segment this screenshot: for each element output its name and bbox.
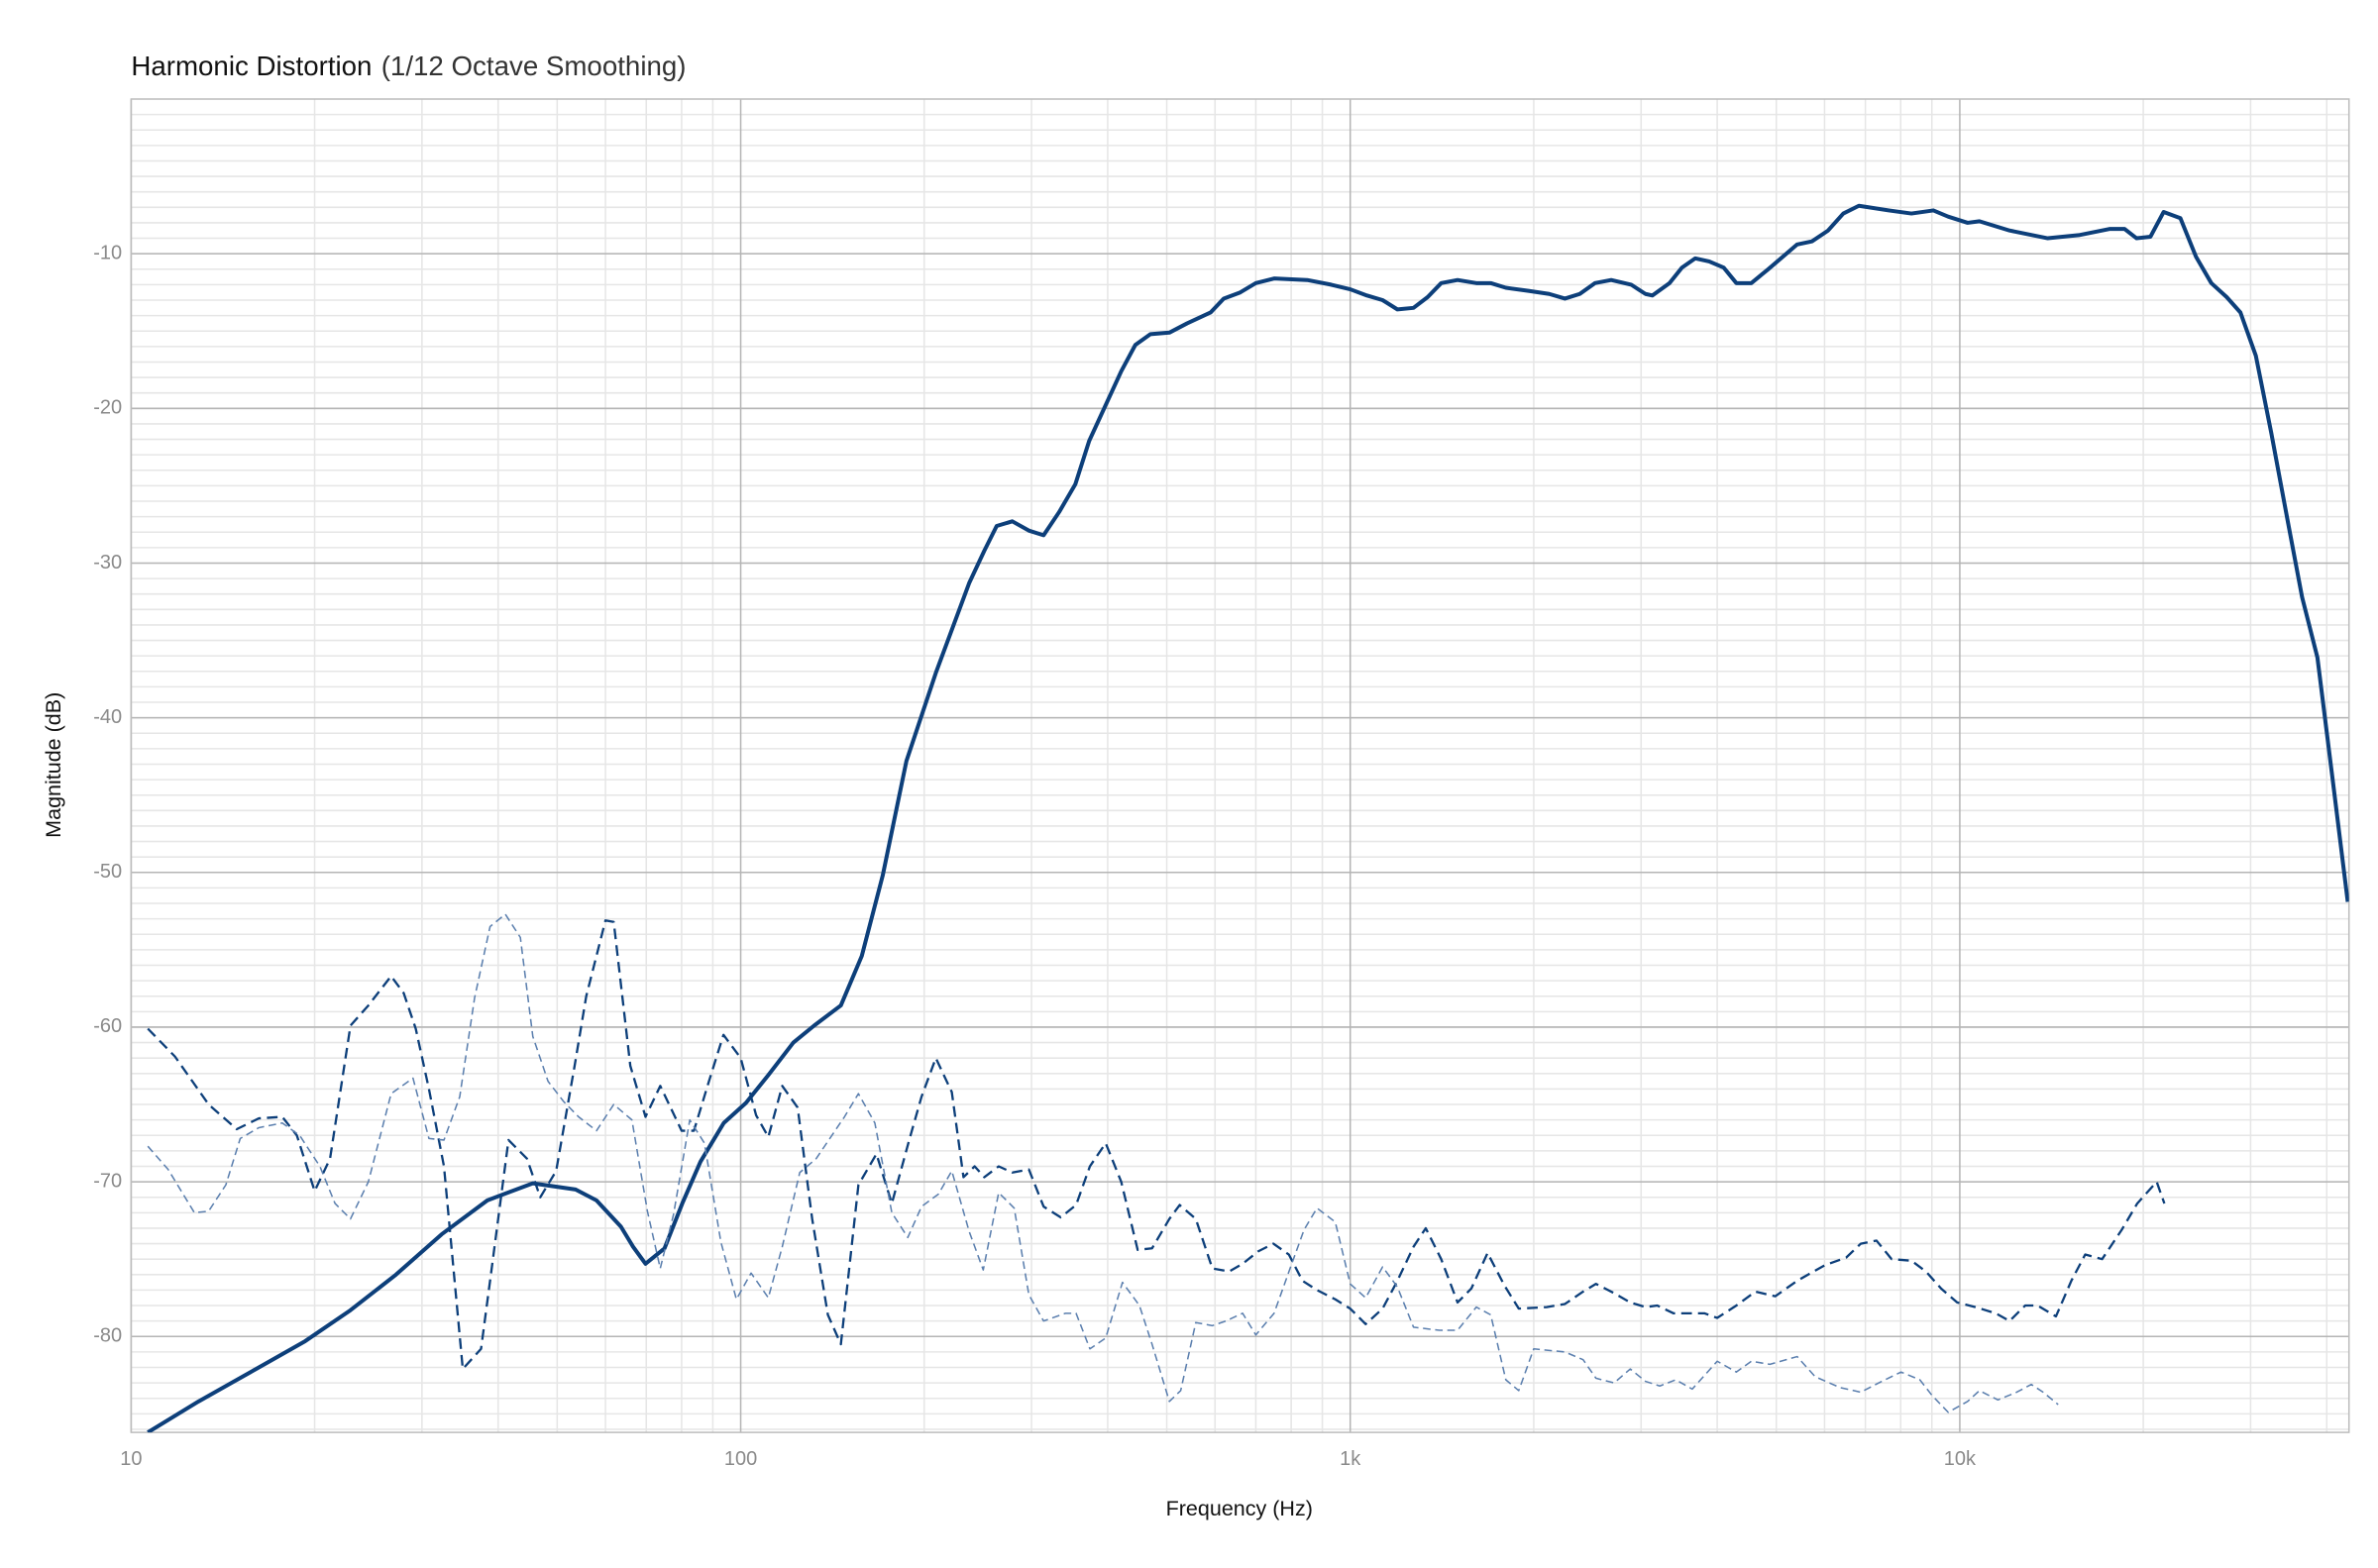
y-tick-label: -40 [93,706,122,728]
y-tick-label: -30 [93,552,122,574]
y-axis-label: Magnitude (dB) [42,692,65,838]
plot-frame [130,98,2350,1433]
y-tick-label: -80 [93,1325,122,1347]
title: Harmonic Distortion [131,52,372,82]
series-line [147,919,2166,1371]
chart-title: Harmonic Distortion (1/12 Octave Smoothin… [131,52,686,82]
y-tick-label: -70 [93,1170,122,1192]
x-axis-label: Frequency (Hz) [1166,1497,1313,1520]
y-tick-label: -20 [93,397,122,419]
series-line [147,203,2349,1433]
x-tick-label: 100 [724,1448,757,1470]
y-tick-label: -60 [93,1015,122,1037]
x-tick-label: 1k [1340,1448,1361,1470]
y-tick-label: -50 [93,861,122,883]
subtitle: (1/12 Octave Smoothing) [381,52,687,82]
y-tick-label: -10 [93,242,122,263]
x-tick-label: 10 [120,1448,142,1470]
series-group [147,203,2349,1433]
x-tick-label: 10k [1944,1448,1977,1470]
series-line [147,913,2059,1413]
